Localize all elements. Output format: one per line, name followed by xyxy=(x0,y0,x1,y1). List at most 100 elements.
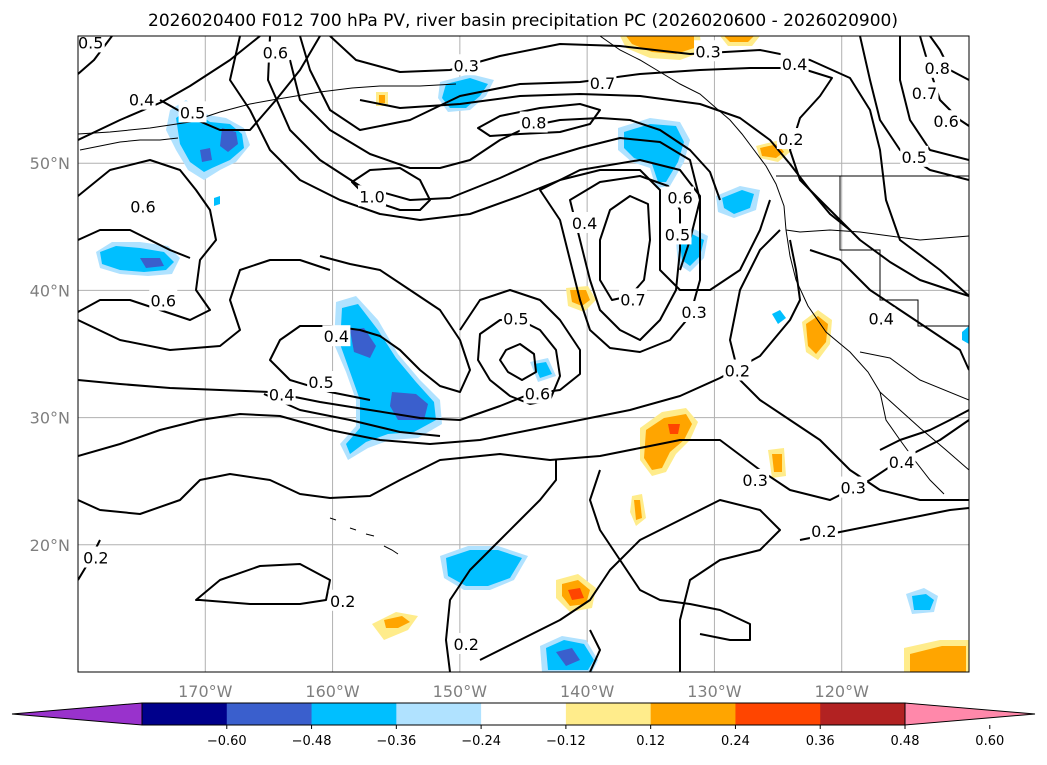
contour-label: 0.3 xyxy=(694,40,723,62)
us-mexico-border xyxy=(859,351,969,401)
lat-tick-label: 50°N xyxy=(30,154,70,173)
contour-label: 0.6 xyxy=(128,195,157,217)
precip-area xyxy=(568,588,584,600)
colorbar-tick-label: 0.60 xyxy=(975,734,1004,749)
lon-tick-label: 120°W xyxy=(815,682,870,701)
contour-label: 0.5 xyxy=(307,370,336,392)
svg-text:0.2: 0.2 xyxy=(725,362,750,381)
precip-area xyxy=(772,310,786,324)
precip-area xyxy=(626,36,694,54)
pv-contour-0.3 xyxy=(729,229,969,501)
precip-area xyxy=(668,424,680,434)
contour-label: 0.3 xyxy=(680,301,709,323)
svg-text:0.3: 0.3 xyxy=(695,42,720,61)
gridlines xyxy=(78,36,969,672)
contour-label: 0.2 xyxy=(809,519,838,541)
contour-label: 0.6 xyxy=(149,289,178,311)
pv-contour-0.5 xyxy=(569,175,681,341)
pv-contour-0.5 xyxy=(269,255,471,401)
colorbar-segment xyxy=(142,703,228,725)
pv-contour-0.4 xyxy=(809,249,969,371)
svg-text:0.3: 0.3 xyxy=(681,303,706,322)
svg-text:0.6: 0.6 xyxy=(263,44,288,63)
contour-label: 1.0 xyxy=(358,185,387,207)
pv-contour-0.3 xyxy=(329,36,969,297)
coastlines xyxy=(78,36,969,555)
svg-text:0.6: 0.6 xyxy=(151,292,176,311)
colorbar-tick-label: 0.36 xyxy=(806,734,835,749)
colorbar-segment xyxy=(735,703,821,725)
contour-label: 0.6 xyxy=(932,110,961,132)
contour-label: 0.5 xyxy=(663,223,692,245)
north-america-coastline xyxy=(785,229,969,241)
contour-label: 0.8 xyxy=(519,111,548,133)
aleutian-islands xyxy=(79,137,179,151)
colorbar-tick-label: −0.24 xyxy=(461,734,501,749)
colorbar-extend-low xyxy=(11,702,143,726)
us-state-borders xyxy=(839,176,969,327)
precip-area xyxy=(806,316,828,354)
svg-text:0.6: 0.6 xyxy=(130,197,155,216)
colorbar-tick-label: 0.48 xyxy=(891,734,920,749)
precip-area xyxy=(384,616,410,628)
svg-text:0.2: 0.2 xyxy=(83,549,108,568)
pv-contour-0.8 xyxy=(289,59,721,201)
lon-tick-label: 160°W xyxy=(305,682,360,701)
svg-text:0.6: 0.6 xyxy=(933,112,958,131)
map-frame xyxy=(77,35,970,673)
pv-contour-0.6 xyxy=(599,195,651,301)
longitude-labels: 170°W 160°W 150°W 140°W 130°W 120°W xyxy=(178,682,869,701)
svg-text:0.4: 0.4 xyxy=(889,453,914,472)
pv-contour-0.5 xyxy=(859,36,969,181)
pv-contour-0.6 xyxy=(899,36,969,161)
colorbar-tick-label: −0.12 xyxy=(546,734,586,749)
svg-text:0.5: 0.5 xyxy=(665,225,690,244)
svg-text:0.7: 0.7 xyxy=(912,84,937,103)
colorbar-tick-label: −0.36 xyxy=(376,734,416,749)
svg-text:0.7: 0.7 xyxy=(620,290,645,309)
precip-area xyxy=(220,128,238,152)
contour-label: 0.2 xyxy=(328,589,357,611)
pv-contour-0.6 xyxy=(78,159,217,321)
positive-anomaly-areas xyxy=(372,36,969,672)
precip-area xyxy=(214,196,220,206)
svg-text:0.2: 0.2 xyxy=(453,635,478,654)
pv-contour-0.4 xyxy=(539,159,701,353)
colorbar-tick-label: −0.48 xyxy=(292,734,332,749)
svg-text:0.8: 0.8 xyxy=(521,113,546,132)
precip-area xyxy=(724,36,754,42)
pv-contour-0.2 xyxy=(78,419,969,515)
precip-area xyxy=(379,95,385,103)
colorbar-segment xyxy=(565,703,652,725)
pv-contour-0.2 xyxy=(589,469,751,641)
svg-text:0.5: 0.5 xyxy=(503,309,528,328)
pv-contour-0.5 xyxy=(78,229,191,259)
pv-contour-0.3 xyxy=(78,239,801,457)
lat-tick-label: 30°N xyxy=(30,409,70,428)
precip-area xyxy=(442,78,488,108)
precip-area xyxy=(534,362,552,378)
contour-label: 0.3 xyxy=(452,54,481,76)
pv-contour-0.6 xyxy=(499,343,537,381)
precip-area xyxy=(634,500,642,520)
pv-contour-0.4 xyxy=(78,259,331,351)
pv-contour-0.2 xyxy=(195,563,331,605)
lon-tick-label: 130°W xyxy=(687,682,742,701)
precip-area xyxy=(772,454,782,472)
pv-contour-0.7 xyxy=(267,36,701,271)
map-panel: 0.5 0.4 0.5 0.6 0.3 0.3 0.4 0.7 0.8 0.8 0.7 0.6 0.5 0… xyxy=(78,36,969,672)
pv-contour-0.4 xyxy=(879,409,969,451)
contour-label: 0.2 xyxy=(723,359,752,381)
lat-tick-label: 20°N xyxy=(30,536,70,555)
contour-labels: 0.5 0.4 0.5 0.6 0.3 0.3 0.4 0.7 0.8 0.8 0.7 0.6 0.5 0… xyxy=(78,36,961,655)
latitude-labels: 50°N 40°N 30°N 20°N xyxy=(30,154,70,555)
svg-text:0.3: 0.3 xyxy=(453,56,478,75)
colorbar-segment xyxy=(396,703,482,725)
colorbar-segment xyxy=(311,703,397,725)
precip-area xyxy=(722,190,754,214)
contour-label: 0.6 xyxy=(523,382,552,404)
contour-label: 0.4 xyxy=(267,383,296,405)
contour-label: 0.7 xyxy=(588,72,617,94)
contour-label: 0.5 xyxy=(501,307,530,329)
